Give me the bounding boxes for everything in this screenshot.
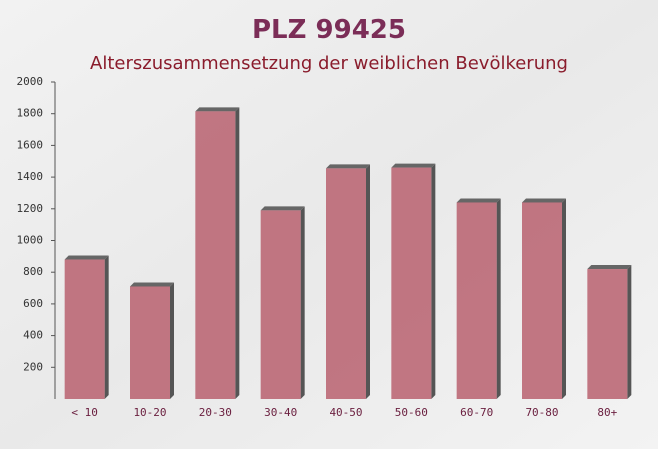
bar-shadow (326, 164, 370, 169)
bar-shadow (391, 163, 436, 168)
y-tick-label: 1200 (17, 202, 44, 215)
x-tick-label: 10-20 (133, 406, 166, 419)
bar (326, 168, 366, 399)
bar-shadow (587, 265, 632, 270)
y-tick-label: 1400 (17, 170, 44, 183)
y-tick-label: 600 (23, 297, 43, 310)
bar (522, 202, 562, 399)
bar-shadow (300, 206, 305, 399)
bar-shadow (496, 198, 501, 399)
x-tick-label: 80+ (597, 406, 617, 419)
bar-shadow (104, 255, 109, 399)
bar (587, 269, 628, 399)
x-tick-label: < 10 (71, 406, 98, 419)
y-tick-label: 2000 (17, 75, 44, 88)
bar-shadow (562, 198, 566, 399)
bar-shadow (522, 198, 566, 203)
bar-shadow (130, 282, 174, 287)
bar-shadow (170, 282, 174, 399)
bar (456, 202, 497, 399)
bar (195, 111, 236, 399)
x-tick-label: 30-40 (264, 406, 297, 419)
bar (391, 167, 432, 399)
y-tick-label: 1800 (17, 107, 44, 120)
y-tick-label: 400 (23, 329, 43, 342)
bar-shadow (366, 164, 370, 399)
bar (64, 259, 105, 399)
x-tick-label: 50-60 (395, 406, 428, 419)
bar-shadow (431, 163, 436, 399)
x-tick-label: 20-30 (199, 406, 232, 419)
bar-shadow (64, 255, 109, 260)
y-tick-label: 200 (23, 360, 43, 373)
bar-shadow (235, 107, 240, 399)
bar (130, 286, 170, 399)
x-tick-label: 70-80 (525, 406, 558, 419)
bar (260, 210, 301, 399)
bar-shadow (456, 198, 501, 203)
bar-shadow (260, 206, 305, 211)
y-tick-label: 1000 (17, 234, 44, 247)
y-tick-label: 1600 (17, 138, 44, 151)
chart-subtitle: Alterszusammensetzung der weiblichen Bev… (90, 53, 568, 74)
x-tick-label: 40-50 (329, 406, 362, 419)
y-tick-label: 800 (23, 265, 43, 278)
bar-shadow (195, 107, 240, 112)
bar-shadow (627, 265, 632, 399)
chart-title: PLZ 99425 (252, 15, 406, 45)
x-tick-label: 60-70 (460, 406, 493, 419)
